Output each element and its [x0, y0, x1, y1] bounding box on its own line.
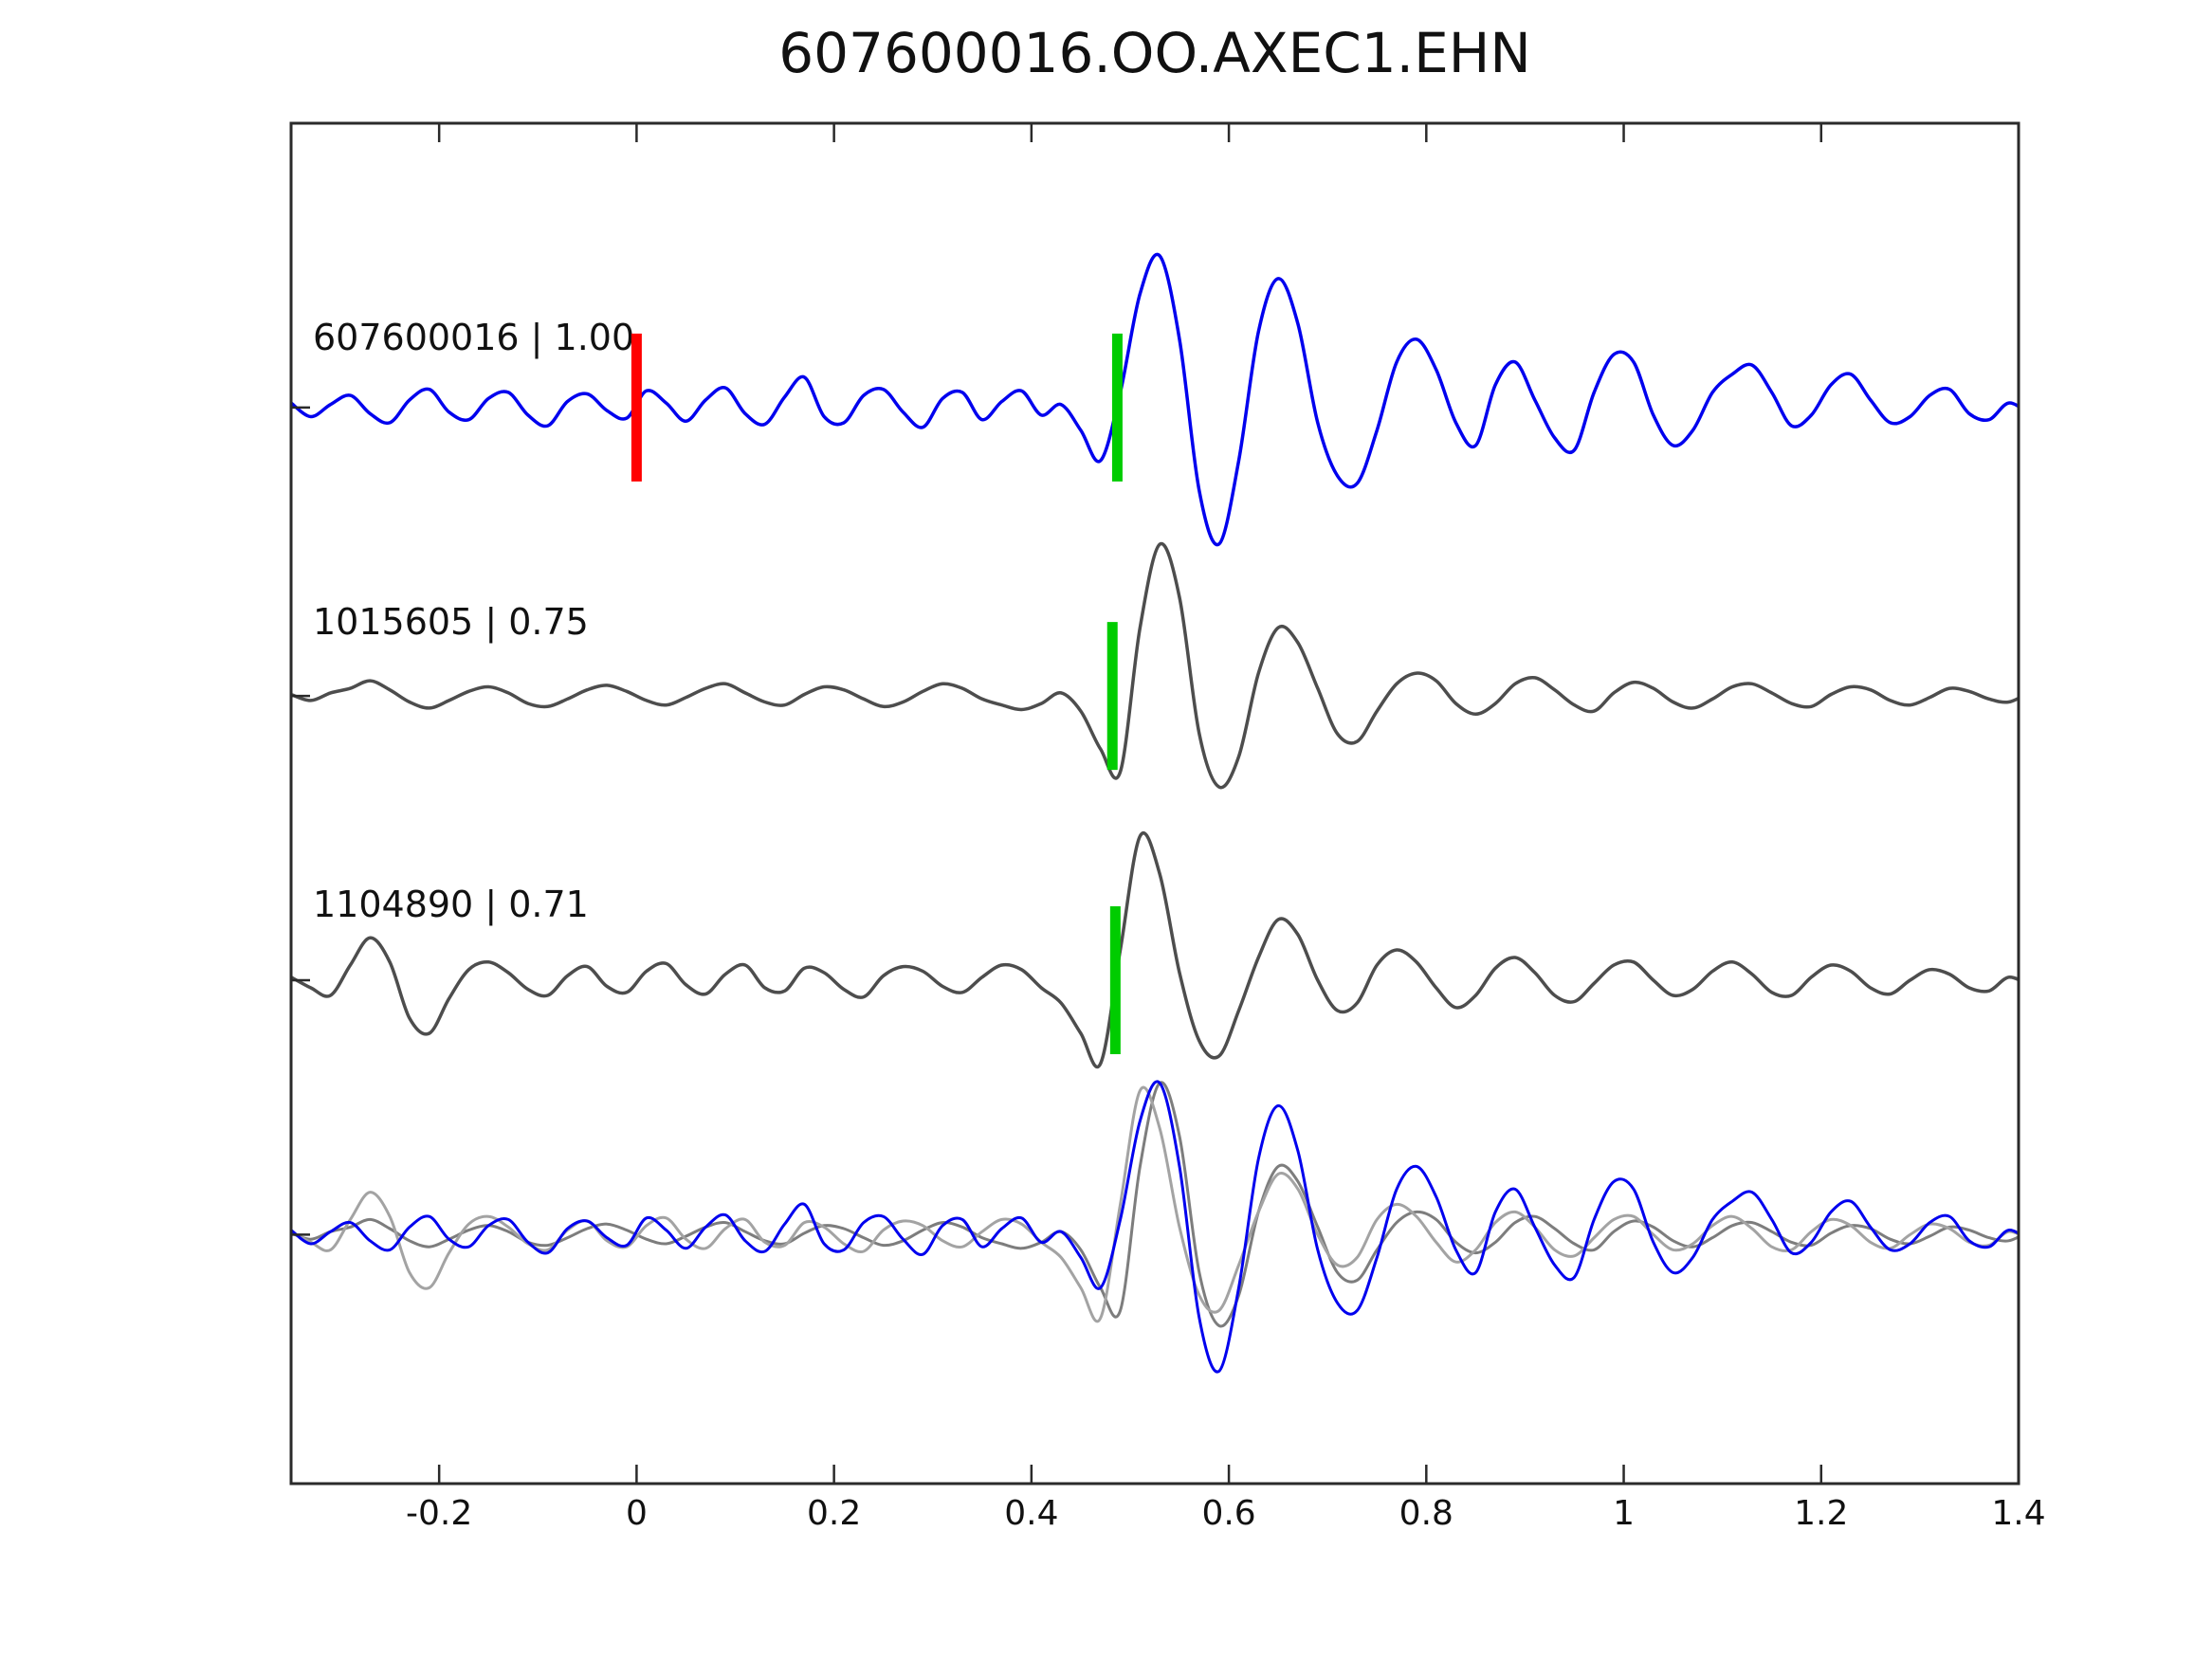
trace-607600016 — [291, 252, 2019, 547]
traces-group — [291, 252, 2019, 1374]
trace-1015605 — [291, 541, 2019, 790]
overlay-trace-1104890 — [291, 1085, 2019, 1323]
x-tick-label: 0 — [626, 1494, 648, 1533]
overlay-trace-1015605 — [291, 1081, 2019, 1328]
plot-title: 607600016.OO.AXEC1.EHN — [778, 21, 1531, 85]
axis-frame — [289, 121, 2020, 1486]
x-tick-label: 0.6 — [1201, 1494, 1255, 1533]
x-tick-label: 0.8 — [1399, 1494, 1453, 1533]
x-tick-label: 1.4 — [1991, 1494, 2045, 1533]
x-tick-label: 1.2 — [1794, 1494, 1848, 1533]
trace-label-detection-2: 1104890 | 0.71 — [313, 884, 589, 925]
x-tick-label: -0.2 — [406, 1494, 472, 1533]
overlay-trace-607600016 — [291, 1080, 2019, 1374]
trace-label-template: 607600016 | 1.00 — [313, 317, 635, 358]
trace-label-detection-1: 1015605 | 0.75 — [313, 601, 589, 643]
x-tick-label: 0.4 — [1004, 1494, 1058, 1533]
trace-1104890 — [291, 831, 2019, 1068]
x-tick-label: 1 — [1613, 1494, 1635, 1533]
x-tick-label: 0.2 — [807, 1494, 861, 1533]
